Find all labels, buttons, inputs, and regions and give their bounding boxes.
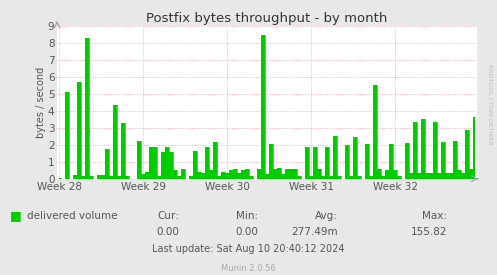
Text: delivered volume: delivered volume [27,211,118,221]
Text: 155.82: 155.82 [411,227,447,237]
Text: 0.00: 0.00 [156,227,179,237]
Text: ■: ■ [10,209,22,222]
Text: RRDTOOL / TOBI OETIKER: RRDTOOL / TOBI OETIKER [487,64,492,145]
Title: Postfix bytes throughput - by month: Postfix bytes throughput - by month [147,12,388,25]
Text: Cur:: Cur: [157,211,179,221]
Text: 0.00: 0.00 [236,227,258,237]
Text: 277.49m: 277.49m [291,227,338,237]
Text: Avg:: Avg: [315,211,338,221]
Text: Min:: Min: [236,211,258,221]
Text: Last update: Sat Aug 10 20:40:12 2024: Last update: Sat Aug 10 20:40:12 2024 [152,244,345,254]
Y-axis label: bytes / second: bytes / second [36,67,46,138]
Text: Munin 2.0.56: Munin 2.0.56 [221,265,276,273]
Text: Max:: Max: [422,211,447,221]
